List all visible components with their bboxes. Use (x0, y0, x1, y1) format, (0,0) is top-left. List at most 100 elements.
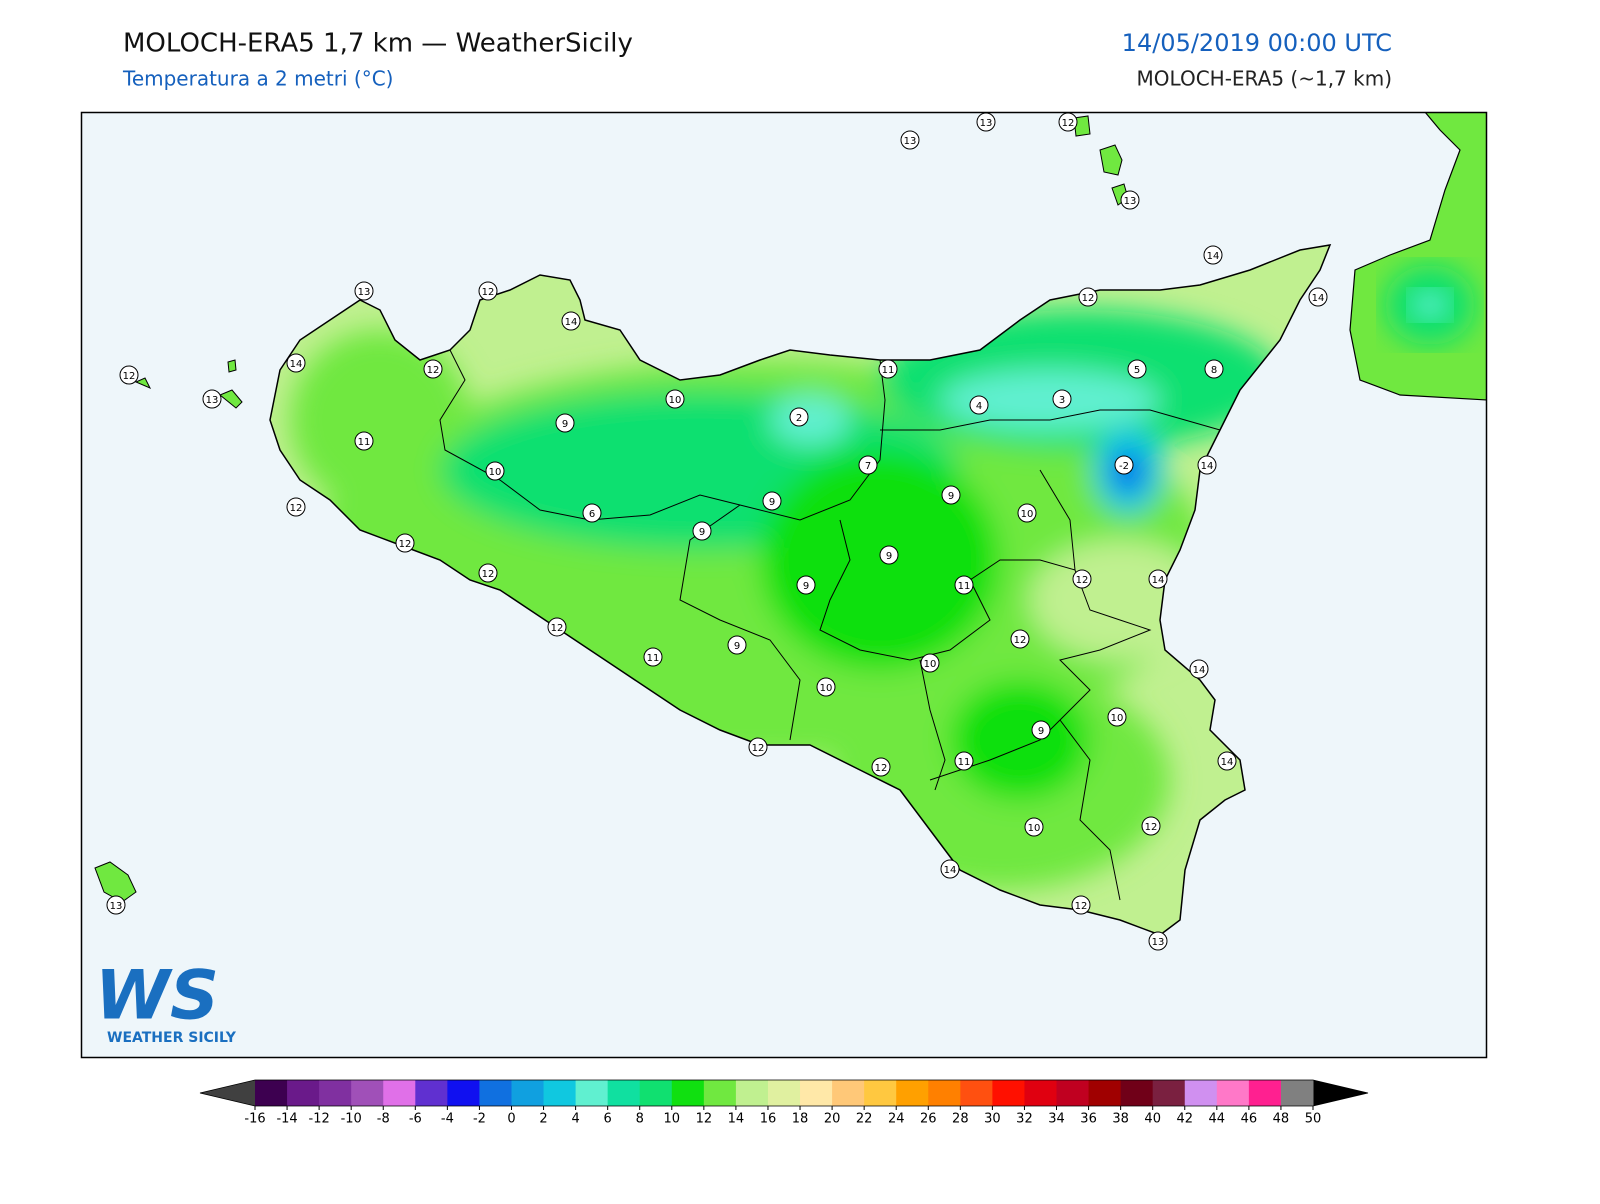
station-value: 3 (1059, 395, 1065, 406)
stations: 13 13 12 13 14 14 12 13 12 14 14 12 12 13 11 5 8 10 9 2 4 3 11… (106, 113, 1328, 951)
colorbar-label: 2 (539, 1112, 547, 1127)
station-marker (665, 389, 685, 409)
station-value: 12 (1075, 901, 1088, 912)
station-value: -2 (1119, 461, 1129, 472)
colorbar-segment (896, 1080, 929, 1106)
station-value: 14 (1312, 293, 1325, 304)
colorbar-segment (1216, 1080, 1250, 1106)
station-value: 14 (290, 359, 303, 370)
colorbar-label: 38 (1112, 1112, 1129, 1127)
colorbar-segment (639, 1080, 673, 1106)
colorbar-label: 6 (604, 1112, 612, 1127)
colorbar-label: 36 (1080, 1112, 1097, 1127)
colorbar-label: 48 (1273, 1112, 1290, 1127)
station-value: 13 (980, 118, 993, 129)
colorbar-label: 46 (1241, 1112, 1258, 1127)
station-marker (878, 359, 898, 379)
station-marker (1204, 359, 1224, 379)
colorbar-segment (800, 1080, 833, 1106)
colorbar-label: 16 (760, 1112, 777, 1127)
station-value: 9 (562, 419, 568, 430)
station-marker (871, 757, 891, 777)
station-value: 9 (734, 641, 740, 652)
station-value: 11 (882, 365, 895, 376)
station-marker (1127, 359, 1147, 379)
colorbar-segment (832, 1080, 865, 1106)
colorbar-segment (1152, 1080, 1186, 1106)
station-marker (202, 389, 222, 409)
station-value: 13 (206, 395, 219, 406)
station-marker (920, 653, 940, 673)
station-value: 14 (1193, 665, 1206, 676)
colorbar-label: 30 (984, 1112, 1001, 1127)
station-marker (762, 491, 782, 511)
colorbar-label: -4 (441, 1112, 454, 1127)
colorbar-segment (479, 1080, 512, 1106)
station-value: 9 (1038, 726, 1044, 737)
colorbar-segment (511, 1080, 545, 1106)
colorbar: -16 -14 -12 -10 -8 -6 -4 -2 0 2 4 6 8 10 12 14 16 18 20 22 2… (199, 1079, 1369, 1127)
colorbar-label: 10 (664, 1112, 681, 1127)
colorbar-segment (671, 1080, 705, 1106)
logo-text: WEATHER SICILY (107, 1030, 237, 1046)
station-value: 14 (1207, 251, 1220, 262)
station-marker (941, 485, 961, 505)
logo-mark: WS (95, 957, 219, 1036)
station-value: 11 (647, 653, 660, 664)
colorbar-label: 4 (571, 1112, 579, 1127)
station-marker (643, 647, 663, 667)
station-marker (555, 413, 575, 433)
station-marker (1078, 287, 1098, 307)
station-marker (1308, 287, 1328, 307)
colorbar-label: 42 (1176, 1112, 1193, 1127)
station-value: 9 (948, 491, 954, 502)
colorbar-outline (199, 1079, 1369, 1107)
station-value: 9 (699, 527, 705, 538)
station-value: 13 (110, 901, 123, 912)
station-marker (106, 895, 126, 915)
station-marker (816, 677, 836, 697)
station-value: 13 (1152, 937, 1165, 948)
station-marker (976, 113, 996, 132)
colorbar-label: 22 (856, 1112, 873, 1127)
station-marker (879, 545, 899, 565)
colorbar-label: -14 (276, 1112, 297, 1127)
station-value: 11 (358, 437, 371, 448)
station-value: 10 (1111, 713, 1124, 724)
station-value: 10 (669, 395, 682, 406)
station-marker (1071, 895, 1091, 915)
station-marker (858, 455, 878, 475)
station-value: 9 (769, 497, 775, 508)
colorbar-segment (928, 1080, 961, 1106)
station-value: 11 (958, 581, 971, 592)
colorbar-label: -16 (244, 1112, 265, 1127)
station-value: 8 (1211, 365, 1217, 376)
station-marker (478, 281, 498, 301)
station-marker (748, 737, 768, 757)
station-marker (286, 353, 306, 373)
colorbar-segment (1184, 1080, 1218, 1106)
colorbar-segment (767, 1080, 801, 1106)
colorbar-label: -12 (309, 1112, 330, 1127)
station-value: 12 (290, 503, 303, 514)
station-marker (900, 130, 920, 150)
station-value: 10 (489, 467, 502, 478)
colorbar-segment (415, 1080, 448, 1106)
model: MOLOCH-ERA5 (~1,7 km) (1137, 67, 1392, 91)
station-value: 6 (589, 509, 595, 520)
station-value: 12 (482, 569, 495, 580)
calabria (1349, 113, 1486, 401)
station-marker (692, 521, 712, 541)
station-marker (1148, 569, 1168, 589)
colorbar-segment (1248, 1080, 1282, 1106)
station-value: 12 (752, 743, 765, 754)
station-value: 12 (1076, 575, 1089, 586)
colorbar-label: 32 (1016, 1112, 1033, 1127)
station-marker (561, 311, 581, 331)
station-marker (1203, 245, 1223, 265)
station-value: 12 (875, 763, 888, 774)
station-marker (796, 575, 816, 595)
colorbar-segment (543, 1080, 577, 1106)
station-value: 12 (427, 365, 440, 376)
